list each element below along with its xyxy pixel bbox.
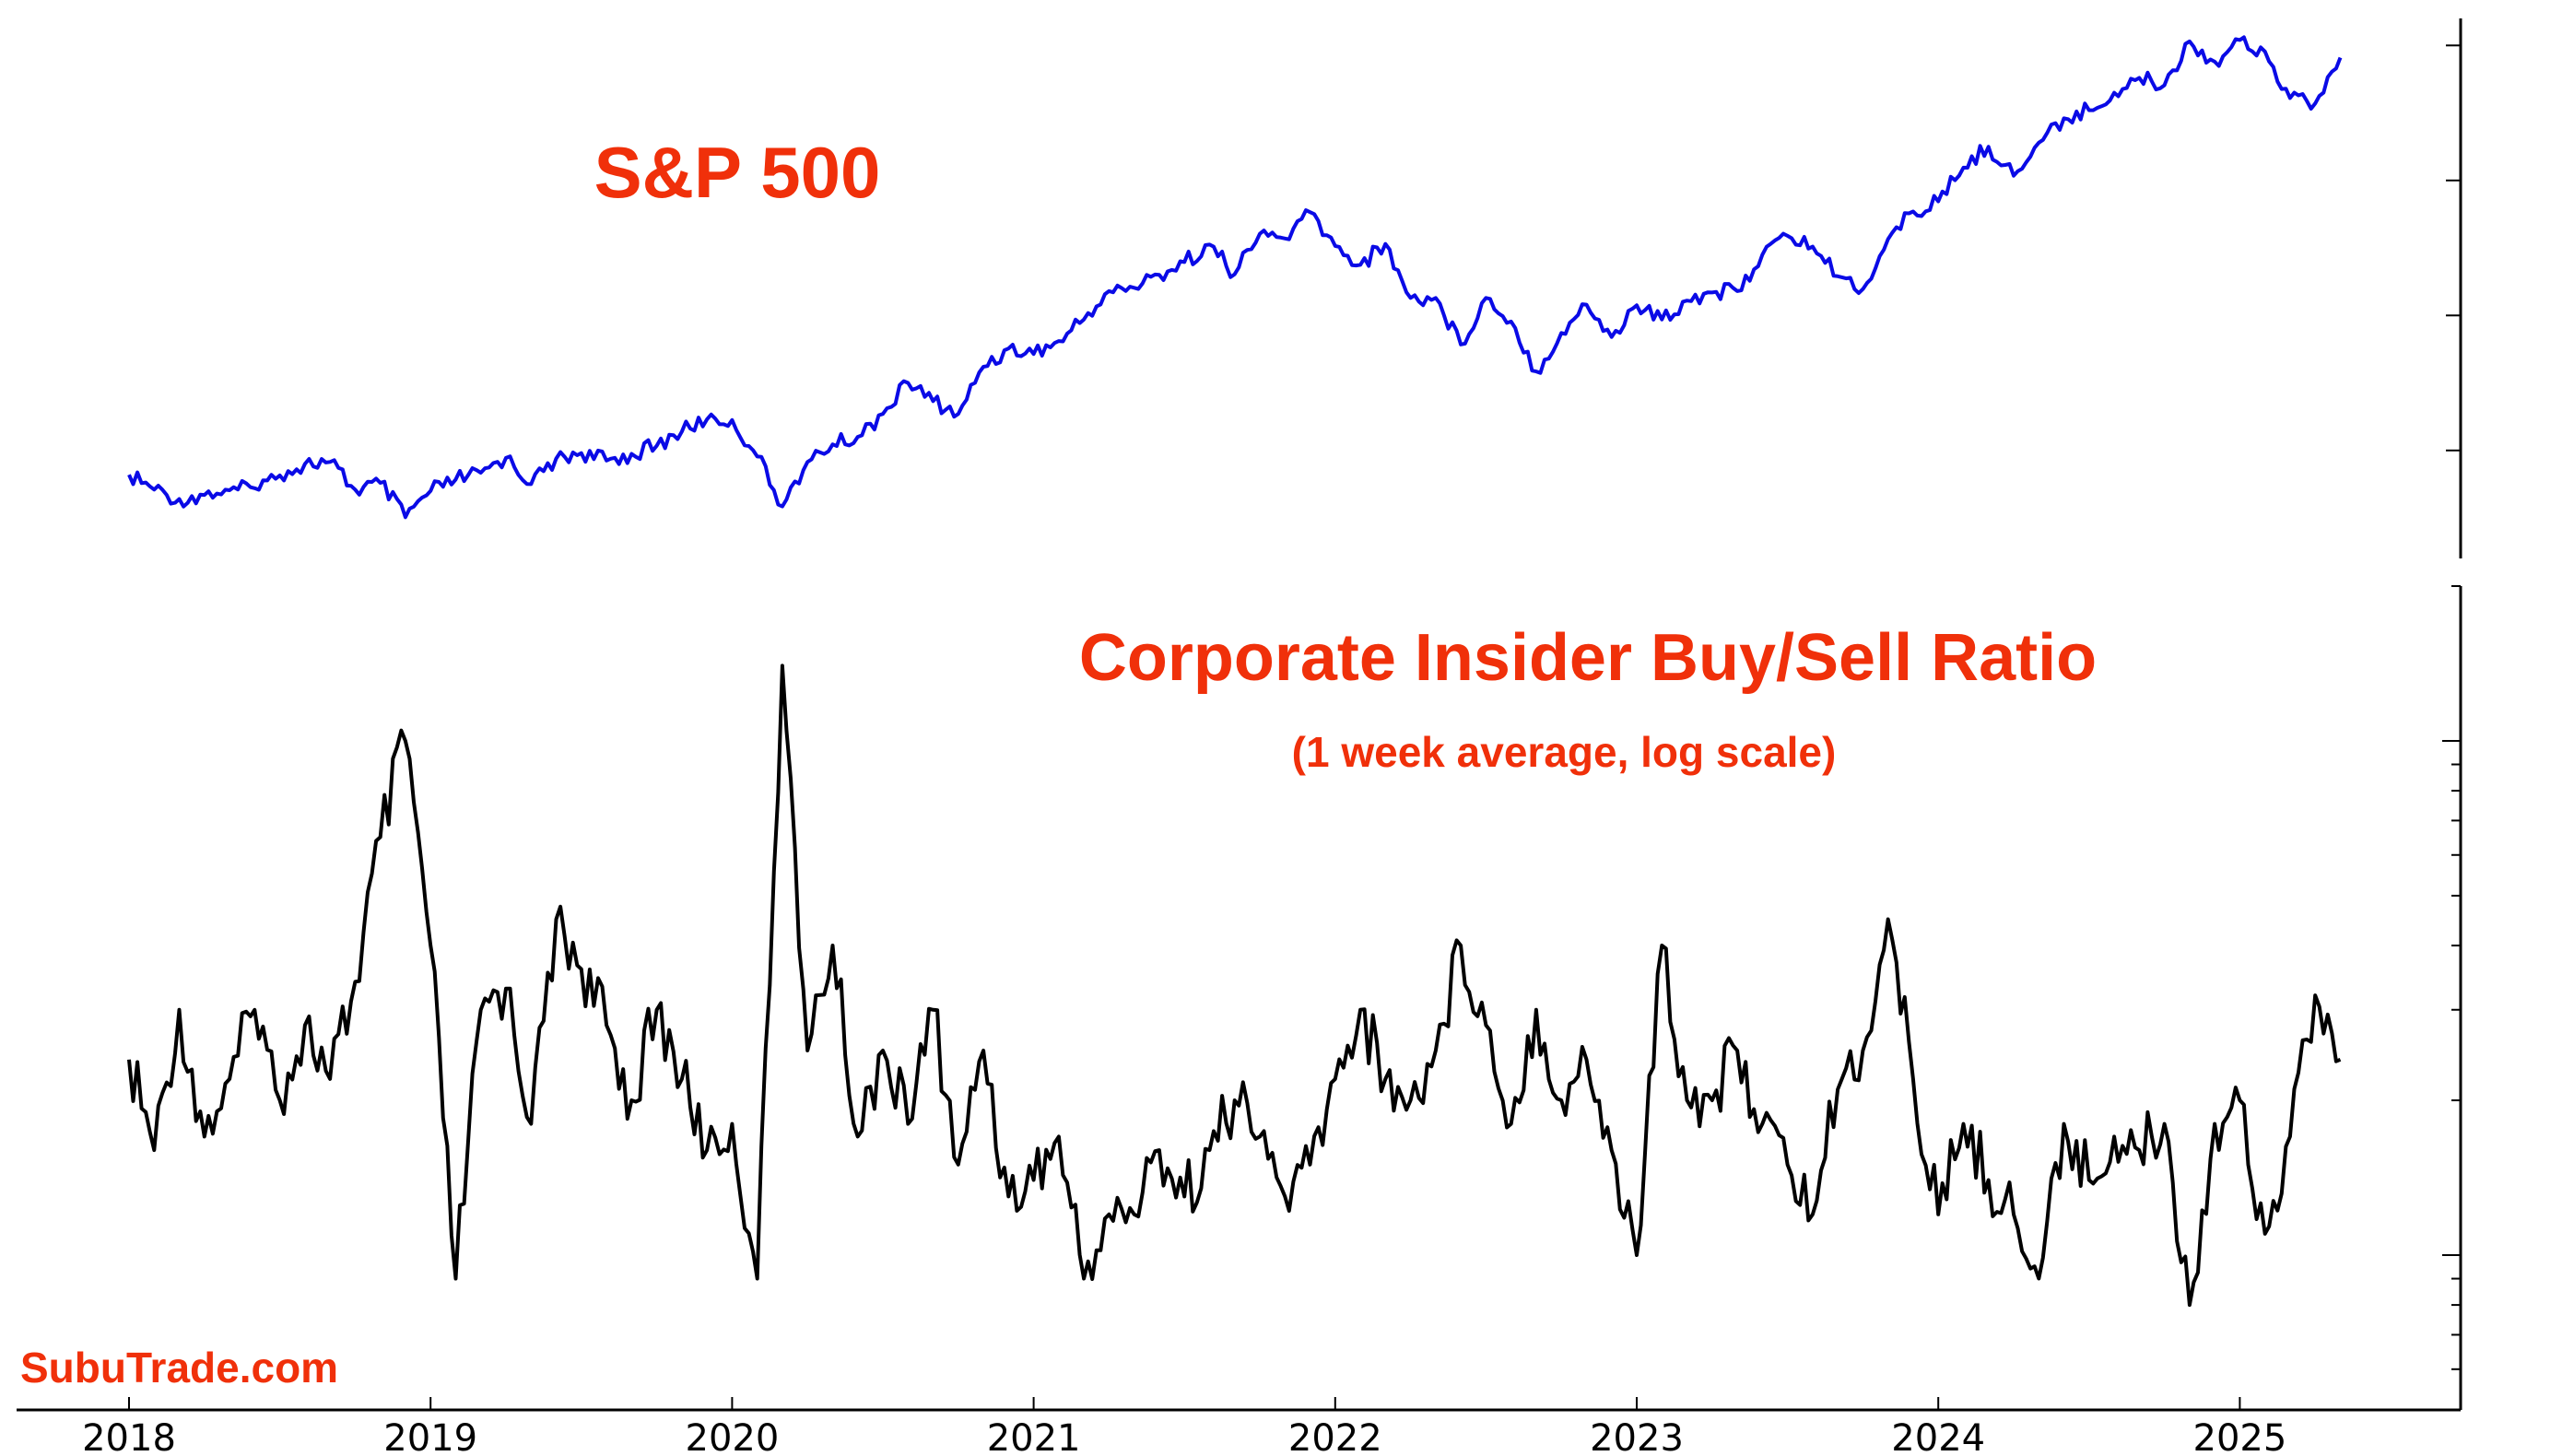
- x-tick-label-2019: 2019: [383, 1417, 477, 1456]
- insider-title: Corporate Insider Buy/Sell Ratio: [1079, 621, 2097, 695]
- insider-subtitle: (1 week average, log scale): [1292, 728, 1837, 776]
- sp500-y-ticks: [2446, 44, 2461, 452]
- x-ticks: 2018 2019 2020 2021 2022 2023 2024 2025: [82, 1397, 2286, 1456]
- insider-series-line: [127, 663, 2342, 1308]
- x-tick-label-2023: 2023: [1590, 1417, 1684, 1456]
- insider-ratio-panel: Corporate Insider Buy/Sell Ratio (1 week…: [127, 585, 2462, 1410]
- x-tick-label-2022: 2022: [1288, 1417, 1382, 1456]
- watermark: SubuTrade.com: [20, 1344, 338, 1391]
- sp500-panel: S&P 500: [127, 18, 2462, 558]
- x-tick-label-2018: 2018: [82, 1417, 176, 1456]
- x-tick-label-2020: 2020: [686, 1417, 780, 1456]
- x-tick-label-2024: 2024: [1891, 1417, 1985, 1456]
- insider-y-ticks: [2442, 585, 2461, 1370]
- x-tick-label-2025: 2025: [2193, 1417, 2287, 1456]
- sp500-series-line: [127, 35, 2343, 520]
- x-tick-label-2021: 2021: [987, 1417, 1081, 1456]
- sp500-title: S&P 500: [594, 132, 881, 213]
